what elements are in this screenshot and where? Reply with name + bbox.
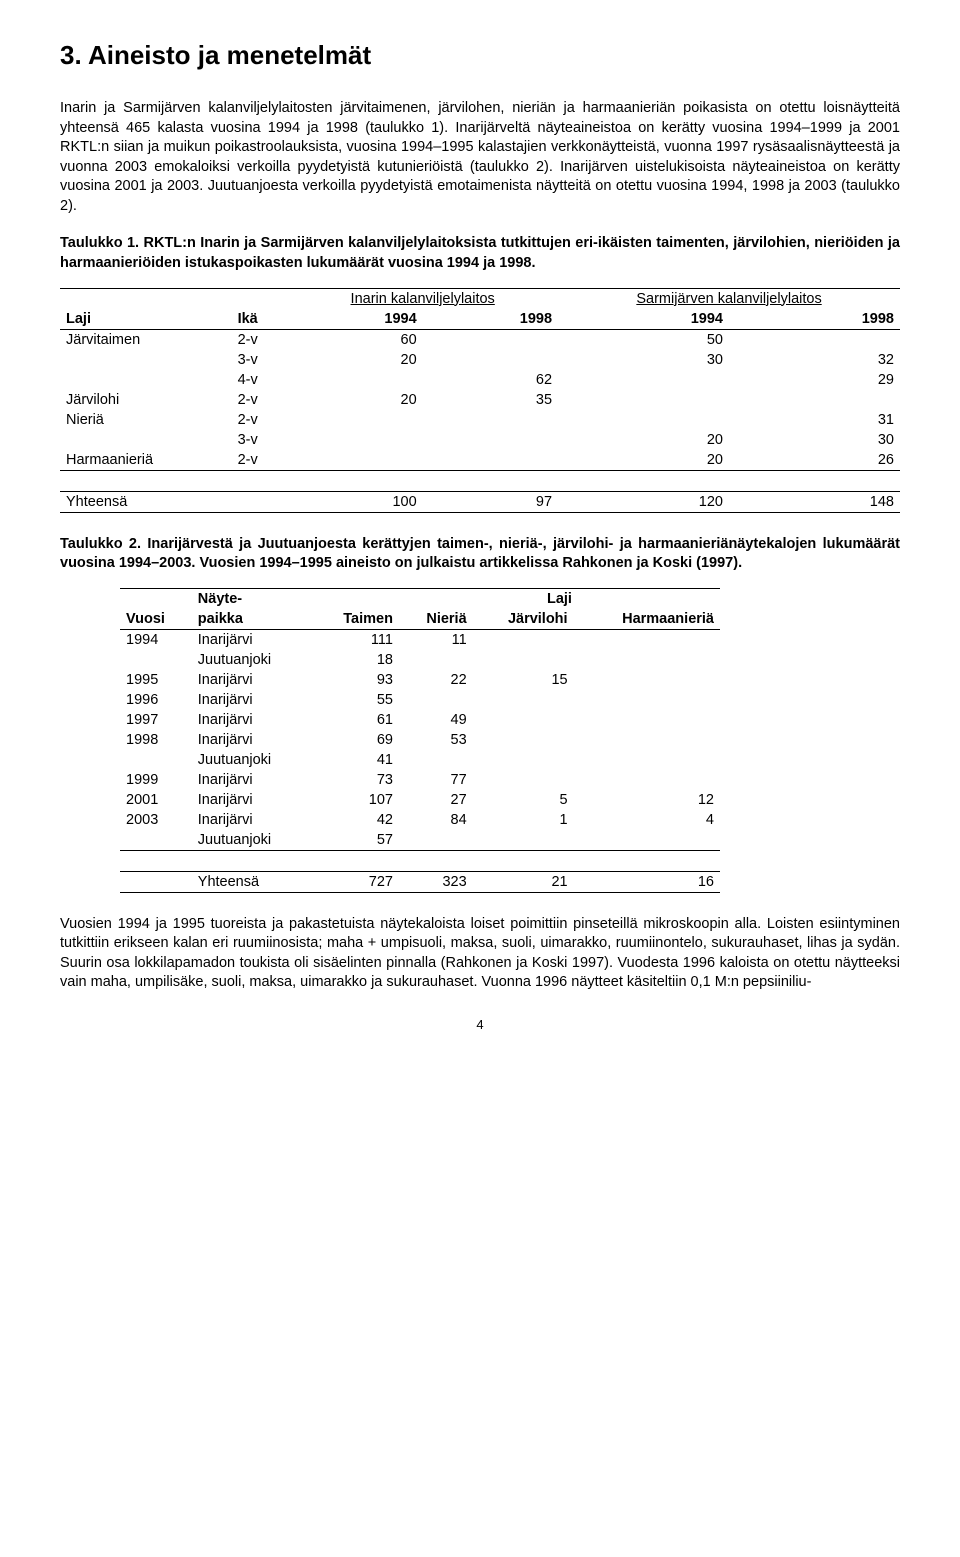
table-row: 4-v6229 [60,370,900,390]
table1: Inarin kalanviljelylaitos Sarmijärven ka… [60,288,900,513]
table1-hatchery-2: Sarmijärven kalanviljelylaitos [558,288,900,309]
table-row: Nieriä2-v31 [60,410,900,430]
t2h-paikka: paikka [192,609,312,630]
paragraph-2: Vuosien 1994 ja 1995 tuoreista ja pakast… [60,915,900,993]
table1-total-98i: 97 [423,491,558,512]
table-row: 1995Inarijärvi932215 [120,670,720,690]
t2h-nayte: Näyte- [192,588,312,609]
table-row: Järvilohi2-v2035 [60,390,900,410]
table-row: Harmaanieriä2-v2026 [60,450,900,471]
page-number: 4 [60,1017,900,1032]
table-row: 1997Inarijärvi6149 [120,710,720,730]
table1-total-94s: 120 [558,491,729,512]
table-row: Juutuanjoki57 [120,830,720,851]
t2h-harmaanieria: Harmaanieriä [574,609,720,630]
table1-col-1998b: 1998 [729,309,900,330]
table-row: Juutuanjoki41 [120,750,720,770]
table-row: 2001Inarijärvi10727512 [120,790,720,810]
table-row: 3-v203032 [60,350,900,370]
t2h-vuosi: Vuosi [120,609,192,630]
table-row: Järvitaimen2-v6050 [60,329,900,350]
t2t-nieria: 323 [399,871,473,892]
t2h-jarvilohi: Järvilohi [473,609,574,630]
table1-col-ika: Ikä [232,309,288,330]
table1-col-1998a: 1998 [423,309,558,330]
t2h-taimen: Taimen [312,609,399,630]
table-row: 1994Inarijärvi11111 [120,629,720,650]
table1-col-1994b: 1994 [558,309,729,330]
table1-col-laji: Laji [60,309,232,330]
table1-total-98s: 148 [729,491,900,512]
table-row: Juutuanjoki18 [120,650,720,670]
section-heading: 3. Aineisto ja menetelmät [60,40,900,71]
table1-hatchery-1: Inarin kalanviljelylaitos [287,288,558,309]
table2-caption: Taulukko 2. Inarijärvestä ja Juutuanjoes… [60,535,900,574]
table2: Näyte- Laji Vuosi paikka Taimen Nieriä J… [120,588,720,893]
table-row: 1998Inarijärvi6953 [120,730,720,750]
table1-col-1994a: 1994 [287,309,422,330]
t2h-laji: Laji [399,588,720,609]
table-row: 1999Inarijärvi7377 [120,770,720,790]
paragraph-1: Inarin ja Sarmijärven kalanviljelylaitos… [60,99,900,216]
table2-total-label: Yhteensä [192,871,312,892]
t2t-jl: 21 [473,871,574,892]
t2t-hm: 16 [574,871,720,892]
t2h-nieria: Nieriä [399,609,473,630]
t2t-taimen: 727 [312,871,399,892]
t2h-vuosi-blank [120,588,192,609]
table1-total-label: Yhteensä [60,491,232,512]
table-row: 1996Inarijärvi55 [120,690,720,710]
table1-caption: Taulukko 1. RKTL:n Inarin ja Sarmijärven… [60,234,900,273]
table1-total-94i: 100 [287,491,422,512]
table-row: 3-v2030 [60,430,900,450]
table-row: 2003Inarijärvi428414 [120,810,720,830]
